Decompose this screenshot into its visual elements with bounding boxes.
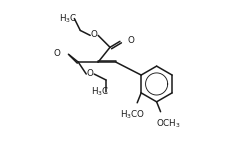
Text: H$_3$CO: H$_3$CO xyxy=(120,109,145,121)
Text: O: O xyxy=(87,69,94,78)
Text: OCH$_3$: OCH$_3$ xyxy=(156,118,181,130)
Text: O: O xyxy=(54,49,61,58)
Text: H$_3$C: H$_3$C xyxy=(91,86,109,98)
Text: H$_3$C: H$_3$C xyxy=(59,12,78,25)
Text: O: O xyxy=(128,36,135,45)
Text: O: O xyxy=(91,30,98,39)
